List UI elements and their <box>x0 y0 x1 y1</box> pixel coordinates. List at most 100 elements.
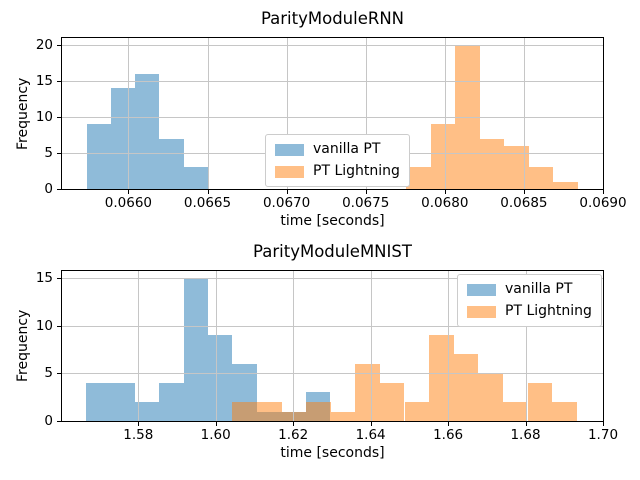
gridline <box>138 271 139 421</box>
legend-swatch-orange <box>275 165 304 178</box>
y-tick-label: 10 <box>35 109 53 126</box>
histogram-bar <box>159 138 184 189</box>
y-tick-mark <box>57 189 61 190</box>
legend-swatch-orange <box>467 305 496 318</box>
histogram-bar <box>134 402 160 421</box>
x-tick-mark <box>208 190 209 194</box>
gridline <box>293 271 294 421</box>
x-tick-mark <box>128 190 129 194</box>
x-tick-label: 1.68 <box>510 427 541 443</box>
x-tick-label: 0.0670 <box>262 195 311 211</box>
x-tick-mark <box>138 422 139 426</box>
gridline <box>524 38 525 189</box>
y-axis-label: Frequency <box>15 309 31 383</box>
y-tick-mark <box>57 421 61 422</box>
histogram-bar <box>453 354 479 421</box>
x-tick-label: 1.58 <box>123 427 154 443</box>
y-tick-label: 15 <box>35 73 53 90</box>
x-tick-label: 0.0690 <box>579 195 627 211</box>
histogram-bar <box>183 167 208 189</box>
histogram-bar <box>502 402 528 421</box>
x-axis-label: time [seconds] <box>280 213 385 229</box>
x-tick-mark <box>216 422 217 426</box>
gridline <box>526 271 527 421</box>
histogram-bar <box>429 335 454 421</box>
gridline <box>448 271 449 421</box>
x-tick-mark <box>526 422 527 426</box>
y-tick-label: 0 <box>44 181 53 197</box>
gridline <box>366 38 367 189</box>
legend: vanilla PT PT Lightning <box>457 274 602 327</box>
x-tick-mark <box>371 422 372 426</box>
histogram-bar <box>111 88 136 189</box>
histogram-bar <box>208 335 233 421</box>
histogram-bar <box>553 181 578 189</box>
y-tick-mark <box>57 153 61 154</box>
chart-title: ParityModuleRNN <box>260 9 405 28</box>
x-tick-label: 1.64 <box>355 427 386 443</box>
x-tick-label: 0.0680 <box>421 195 469 211</box>
gridline <box>371 271 372 421</box>
histogram-bar <box>430 124 456 189</box>
plot-area-parity-module-rnn: ParityModuleRNN Frequency time [seconds]… <box>15 9 627 229</box>
gridline <box>62 278 603 279</box>
gridline <box>216 271 217 421</box>
legend-item-pt-lightning: PT Lightning <box>275 163 400 180</box>
gridline <box>287 38 288 189</box>
y-tick-label: 5 <box>44 365 53 382</box>
legend-item-vanilla-pt: vanilla PT <box>275 141 400 158</box>
chart-title: ParityModuleMNIST <box>253 242 412 261</box>
y-tick-mark <box>57 326 61 327</box>
plot-area-parity-module-mnist: ParityModuleMNIST Frequency time [second… <box>15 242 618 461</box>
histogram-bar <box>479 138 505 189</box>
y-tick-label: 0 <box>44 413 53 429</box>
gridline <box>128 38 129 189</box>
legend-label: PT Lightning <box>313 163 400 179</box>
gridline <box>62 117 603 118</box>
x-tick-mark <box>524 190 525 194</box>
x-tick-mark <box>445 190 446 194</box>
y-tick-mark <box>57 81 61 82</box>
x-tick-label: 1.60 <box>200 427 231 443</box>
histogram-bar <box>135 74 160 189</box>
gridline <box>62 81 603 82</box>
y-tick-label: 5 <box>44 145 53 161</box>
legend-swatch-blue <box>467 283 496 296</box>
x-tick-mark <box>366 190 367 194</box>
gridline <box>62 326 603 327</box>
histogram-bar <box>330 411 356 421</box>
y-tick-label: 10 <box>35 317 53 334</box>
legend-swatch-blue <box>275 143 304 156</box>
x-axis-label: time [seconds] <box>280 445 385 461</box>
y-tick-mark <box>57 278 61 279</box>
y-tick-mark <box>57 373 61 374</box>
legend-label: PT Lightning <box>505 303 592 319</box>
x-tick-label: 0.0685 <box>500 195 548 211</box>
y-tick-mark <box>57 117 61 118</box>
histogram-bar <box>306 402 331 421</box>
histogram-bar <box>379 382 405 421</box>
histogram-bar <box>552 402 577 421</box>
y-tick-label: 15 <box>35 270 53 287</box>
legend-item-pt-lightning: PT Lightning <box>467 303 592 320</box>
histogram-bar <box>110 382 135 421</box>
histogram-bar <box>159 382 184 421</box>
x-tick-mark <box>448 422 449 426</box>
legend: vanilla PT PT Lightning <box>265 134 410 187</box>
gridline <box>62 373 603 374</box>
x-tick-label: 0.0660 <box>104 195 153 211</box>
histogram-bar <box>257 402 282 421</box>
x-tick-mark <box>293 422 294 426</box>
histogram-bar <box>527 382 553 421</box>
y-tick-mark <box>57 45 61 46</box>
x-tick-mark <box>603 190 604 194</box>
histogram-bar <box>404 402 430 421</box>
legend-label: vanilla PT <box>313 141 381 157</box>
legend-label: vanilla PT <box>505 281 573 297</box>
x-tick-label: 0.0675 <box>342 195 390 211</box>
x-tick-mark <box>603 422 604 426</box>
gridline <box>62 45 603 46</box>
gridline <box>208 38 209 189</box>
x-tick-label: 0.0665 <box>183 195 232 211</box>
